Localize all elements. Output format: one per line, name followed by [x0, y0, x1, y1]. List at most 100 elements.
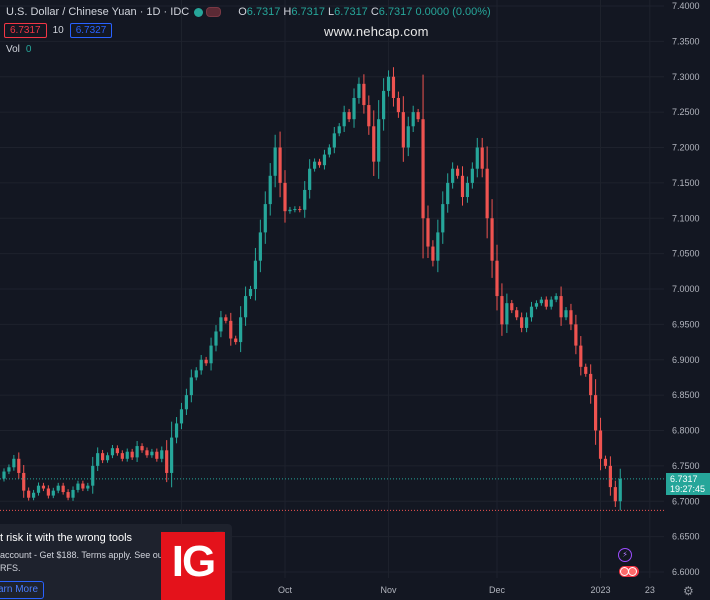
close-value: 6.7317 0.0000 (0.00%)	[378, 6, 491, 18]
candle	[441, 204, 445, 233]
price-tick-label: 7.4000	[672, 1, 700, 11]
data-flag-icon[interactable]	[206, 7, 222, 17]
candle	[510, 303, 514, 311]
candle	[594, 395, 598, 431]
time-tick-label: Nov	[381, 585, 398, 595]
candle	[170, 437, 174, 473]
candle	[41, 485, 46, 489]
candle	[105, 455, 110, 461]
candle	[76, 483, 80, 490]
candle	[194, 370, 198, 378]
candle	[317, 161, 322, 166]
price-tick-label: 7.3500	[672, 36, 700, 46]
candle	[584, 366, 588, 374]
time-tick-label: Dec	[489, 585, 506, 595]
candle	[135, 446, 139, 458]
candle	[248, 289, 253, 297]
candle	[31, 492, 36, 498]
candle	[347, 112, 351, 120]
candle	[559, 296, 563, 318]
chart-grid	[0, 0, 664, 578]
candle	[96, 453, 100, 466]
open-label: O	[238, 6, 247, 18]
candle	[165, 450, 169, 473]
candle	[411, 112, 415, 127]
price-tick-label: 7.1000	[672, 213, 700, 223]
candle	[209, 345, 213, 364]
candle	[219, 317, 223, 332]
spread-value: 10	[52, 25, 64, 36]
candle	[332, 133, 336, 148]
candle	[71, 489, 75, 498]
candle	[534, 303, 539, 307]
volume-legend[interactable]: Vol 0	[6, 44, 31, 55]
candle	[298, 209, 302, 211]
time-tick-label: 23	[645, 585, 655, 595]
candle	[234, 338, 238, 343]
candle	[155, 451, 159, 459]
low-value: 6.7317	[334, 6, 368, 18]
candle	[539, 299, 543, 304]
price-tick-label: 7.2000	[672, 143, 700, 153]
price-tick-label: 6.7500	[672, 461, 700, 471]
candle	[382, 90, 386, 120]
symbol-title[interactable]: U.S. Dollar / Chinese Yuan · 1D · IDC	[6, 6, 190, 18]
candle	[214, 331, 218, 346]
price-tick-label: 6.9000	[672, 355, 700, 365]
candle	[529, 306, 534, 318]
candle	[27, 490, 31, 498]
open-value: 6.7317	[246, 6, 281, 18]
candle	[569, 310, 573, 325]
candle	[544, 299, 548, 307]
ig-logo-text: IG	[171, 537, 216, 586]
price-tick-label: 7.0000	[672, 284, 700, 294]
candle	[145, 450, 149, 456]
candle	[406, 126, 410, 148]
sell-button[interactable]: 6.7317	[4, 23, 47, 38]
candle	[524, 317, 529, 328]
candle	[2, 471, 6, 479]
candle	[426, 218, 430, 247]
candle	[515, 310, 519, 318]
current-price-label: 6.7317 19:27:45	[666, 473, 710, 495]
price-tick-label: 6.9500	[672, 319, 700, 329]
high-label: H	[283, 6, 292, 18]
candle	[589, 373, 593, 396]
bolt-icon[interactable]: ⚡	[618, 548, 632, 562]
candle	[7, 467, 11, 472]
price-tick-label: 6.6000	[672, 567, 700, 577]
candle	[322, 154, 327, 166]
candle	[396, 97, 400, 113]
candle	[490, 218, 494, 261]
learn-more-button[interactable]: arn More	[0, 581, 44, 599]
candle	[61, 485, 65, 493]
candle	[327, 147, 331, 155]
candle	[416, 112, 420, 120]
candle	[268, 175, 272, 205]
candle	[564, 310, 568, 318]
price-tick-label: 6.7000	[672, 496, 700, 506]
candle	[130, 451, 134, 458]
candle	[357, 83, 361, 98]
buy-button[interactable]: 6.7327	[69, 23, 113, 38]
candle	[140, 446, 144, 451]
candle	[288, 209, 292, 212]
price-tick-label: 6.8500	[672, 390, 700, 400]
candle	[431, 246, 435, 261]
candle	[598, 430, 603, 459]
gear-icon[interactable]: ⚙	[683, 584, 694, 598]
candle	[608, 465, 612, 488]
candle	[199, 359, 203, 371]
candle	[125, 451, 129, 459]
candle	[253, 260, 258, 289]
ig-logo[interactable]: IG	[161, 532, 225, 600]
candle	[273, 147, 277, 176]
candle	[239, 317, 243, 343]
candle	[505, 303, 509, 325]
volume-value: 0	[25, 44, 32, 55]
price-tick-label: 7.0500	[672, 249, 700, 259]
flag-icon[interactable]	[619, 566, 639, 577]
ad-text-line-1: account - Get $188. Terms apply. See our	[0, 550, 166, 560]
